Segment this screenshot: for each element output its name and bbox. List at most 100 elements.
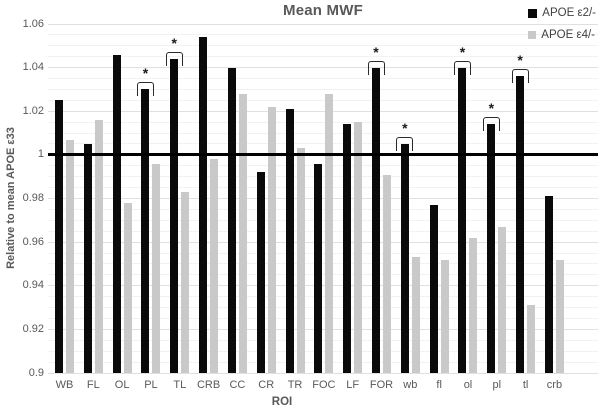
bar-e2-FOR bbox=[372, 67, 381, 373]
bar-e4-TR bbox=[296, 148, 305, 373]
y-tick-label: 0.94 bbox=[22, 279, 44, 292]
bar-e4-tl bbox=[527, 305, 536, 373]
bar-e4-FOR bbox=[383, 174, 392, 373]
significance-asterisk: * bbox=[142, 65, 149, 82]
bar-e2-wb bbox=[400, 143, 409, 373]
reference-line-1 bbox=[48, 153, 598, 157]
bar-e2-CRB bbox=[199, 37, 208, 373]
y-tick-label: 0.96 bbox=[22, 235, 44, 248]
minor-gridline bbox=[48, 307, 598, 309]
y-tick-label: 1.06 bbox=[22, 17, 44, 30]
bar-e2-TR bbox=[285, 109, 294, 373]
major-gridline bbox=[48, 67, 598, 69]
x-tick-label: CC bbox=[229, 379, 246, 391]
bar-e4-FOC bbox=[325, 93, 334, 373]
minor-gridline bbox=[48, 45, 598, 47]
minor-gridline bbox=[48, 78, 598, 80]
minor-gridline bbox=[48, 132, 598, 134]
chart-title: Mean MWF bbox=[283, 2, 363, 19]
x-tick-label: fl bbox=[436, 379, 442, 391]
bar-e2-FL bbox=[83, 143, 92, 373]
legend-label: APOE ε2/- bbox=[542, 7, 596, 19]
x-tick-label: CR bbox=[258, 379, 275, 391]
x-tick-label: TL bbox=[173, 379, 187, 391]
major-gridline bbox=[48, 110, 598, 112]
significance-bracket bbox=[136, 82, 154, 97]
x-axis-title: ROI bbox=[271, 396, 293, 408]
legend-swatch-icon bbox=[528, 31, 537, 39]
y-tick-label: 0.92 bbox=[22, 322, 44, 335]
significance-asterisk: * bbox=[402, 119, 408, 136]
bar-e2-OL bbox=[112, 54, 121, 373]
bar-e4-LF bbox=[354, 122, 363, 373]
bar-e4-fl bbox=[440, 259, 449, 373]
significance-asterisk: * bbox=[517, 52, 523, 69]
bar-e4-PL bbox=[152, 163, 161, 373]
bar-e2-crb bbox=[544, 196, 553, 373]
legend-item-apoe-e2: APOE ε2/- bbox=[528, 7, 596, 19]
minor-gridline bbox=[48, 56, 598, 58]
minor-gridline bbox=[48, 165, 598, 167]
minor-gridline bbox=[48, 252, 598, 254]
minor-gridline bbox=[48, 219, 598, 221]
x-tick-label: ol bbox=[463, 379, 473, 391]
x-tick-label: PL bbox=[144, 379, 158, 391]
minor-gridline bbox=[48, 263, 598, 265]
y-tick-label: 0.9 bbox=[28, 366, 44, 379]
minor-gridline bbox=[48, 176, 598, 178]
bar-e4-CRB bbox=[210, 159, 219, 373]
legend-swatch-icon bbox=[528, 8, 538, 18]
y-tick-label: 1.04 bbox=[22, 61, 44, 74]
x-tick-label: crb bbox=[546, 379, 563, 391]
y-tick-label: 1 bbox=[37, 148, 44, 161]
x-tick-label: FL bbox=[86, 379, 100, 391]
x-tick-label: TR bbox=[287, 379, 303, 391]
bar-e4-TL bbox=[181, 191, 190, 373]
minor-gridline bbox=[48, 99, 598, 101]
bar-e4-CC bbox=[238, 93, 247, 373]
major-gridline bbox=[48, 285, 598, 287]
major-gridline bbox=[48, 372, 598, 374]
major-gridline bbox=[48, 198, 598, 199]
significance-bracket bbox=[165, 51, 183, 66]
legend-label: APOE ε4/- bbox=[541, 29, 595, 41]
significance-asterisk: * bbox=[459, 43, 466, 60]
x-tick-label: pl bbox=[492, 379, 502, 391]
major-gridline bbox=[48, 241, 598, 243]
minor-gridline bbox=[48, 34, 598, 36]
x-tick-label: FOC bbox=[312, 379, 336, 391]
bar-e2-fl bbox=[429, 205, 438, 373]
x-tick-label: LF bbox=[346, 379, 360, 391]
minor-gridline bbox=[48, 88, 598, 90]
minor-gridline bbox=[48, 121, 598, 123]
bar-e2-tl bbox=[516, 76, 525, 373]
major-gridline bbox=[48, 23, 598, 25]
significance-asterisk: * bbox=[373, 43, 379, 60]
bar-e2-ol bbox=[458, 67, 467, 373]
minor-gridline bbox=[48, 274, 598, 276]
bar-e4-WB bbox=[66, 139, 74, 373]
bar-e4-crb bbox=[555, 259, 564, 373]
bar-e4-OL bbox=[123, 202, 132, 373]
significance-asterisk: * bbox=[171, 34, 177, 51]
significance-bracket bbox=[482, 117, 500, 132]
x-tick-label: wb bbox=[403, 379, 418, 391]
x-tick-label: tl bbox=[522, 379, 529, 391]
minor-gridline bbox=[48, 143, 598, 145]
bar-e2-WB bbox=[55, 100, 63, 373]
bar-e4-ol bbox=[469, 237, 478, 373]
bar-e2-FOC bbox=[314, 163, 323, 373]
y-tick-label: 1.02 bbox=[22, 104, 44, 117]
minor-gridline bbox=[48, 230, 598, 232]
x-tick-label: OL bbox=[114, 379, 130, 391]
y-tick-label: 0.98 bbox=[22, 192, 44, 204]
major-gridline bbox=[48, 328, 598, 330]
minor-gridline bbox=[48, 296, 598, 298]
bar-e2-CC bbox=[227, 67, 236, 373]
significance-asterisk: * bbox=[488, 100, 495, 117]
bar-e4-pl bbox=[498, 226, 507, 373]
minor-gridline bbox=[48, 208, 598, 210]
x-tick-label: WB bbox=[55, 379, 74, 391]
significance-bracket bbox=[396, 136, 414, 151]
